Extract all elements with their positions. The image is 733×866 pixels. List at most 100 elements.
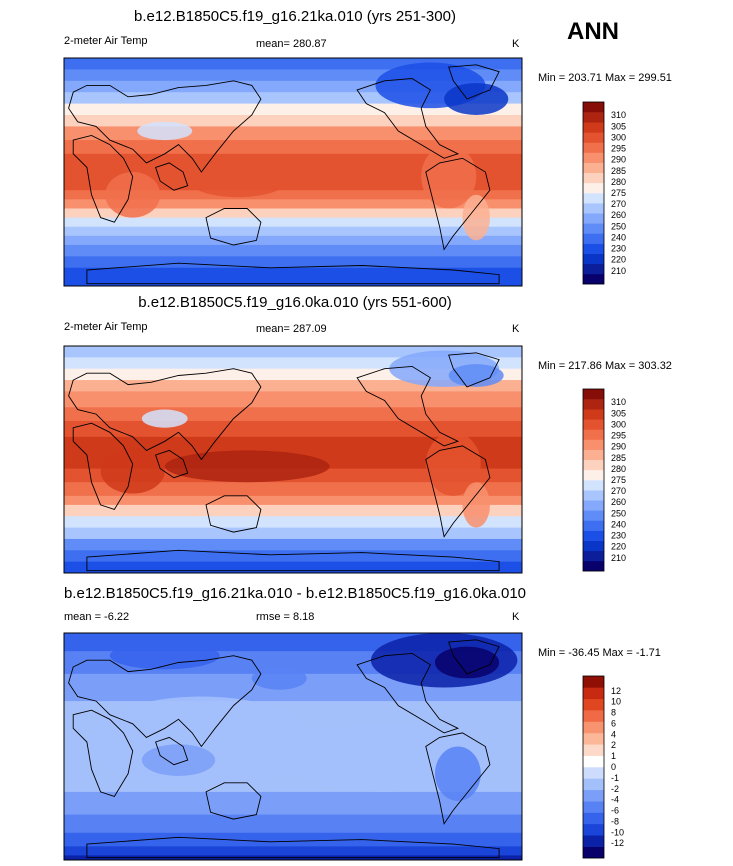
panel1-mean-label: mean= 280.87 xyxy=(256,38,327,50)
colorbar-swatch xyxy=(583,122,604,133)
panel1-variable-label: 2-meter Air Temp xyxy=(64,35,148,47)
colorbar-swatch xyxy=(583,755,604,768)
regional-anomaly xyxy=(86,696,316,788)
coastline xyxy=(425,157,491,251)
coastline xyxy=(356,652,460,734)
panel1-title: b.e12.B1850C5.f19_g16.21ka.010 (yrs 251-… xyxy=(134,8,456,25)
latitude-band xyxy=(64,527,522,540)
regional-anomaly xyxy=(100,448,165,494)
colorbar-swatch xyxy=(583,162,604,174)
colorbar-swatch xyxy=(583,778,604,791)
colorbar-swatch xyxy=(583,182,604,194)
latitude-band xyxy=(64,172,522,191)
colorbar-tick-label: 280 xyxy=(611,177,626,187)
map-field-1 xyxy=(64,58,522,286)
regional-anomaly xyxy=(421,144,477,209)
coastline xyxy=(356,78,460,159)
latitude-band xyxy=(64,407,522,422)
colorbar-swatch xyxy=(583,142,604,153)
coastline xyxy=(448,639,500,675)
colorbar-swatch xyxy=(583,243,604,254)
colorbar-swatch xyxy=(583,233,604,244)
latitude-band xyxy=(64,103,522,116)
colorbar-swatch xyxy=(583,530,604,541)
colorbar-tick-label: -1 xyxy=(611,773,619,783)
colorbar-swatch xyxy=(583,687,604,700)
colorbar-swatch xyxy=(583,203,604,214)
map-frame xyxy=(63,57,523,287)
colorbar-tick-label: -6 xyxy=(611,806,619,816)
regional-anomaly xyxy=(192,169,284,198)
latitude-band xyxy=(64,115,522,127)
colorbar-tick-label: 300 xyxy=(611,419,626,429)
latitude-band xyxy=(64,208,522,219)
latitude-band xyxy=(64,80,522,93)
colorbar-swatch xyxy=(583,172,604,184)
colorbar-swatch xyxy=(583,835,604,847)
colorbar-swatch xyxy=(583,409,604,420)
colorbar-swatch xyxy=(583,500,604,511)
coastline xyxy=(155,162,189,191)
colorbar-frame xyxy=(582,101,605,285)
regional-anomaly xyxy=(164,450,330,483)
latitude-band xyxy=(64,550,522,563)
latitude-band xyxy=(64,190,522,200)
latitude-band xyxy=(64,92,522,105)
colorbar-swatch xyxy=(583,152,604,163)
latitude-band xyxy=(64,153,522,173)
latitude-band xyxy=(64,791,522,816)
colorbar-tick-label: 260 xyxy=(611,497,626,507)
regional-anomaly xyxy=(444,83,509,115)
colorbar-swatch xyxy=(583,213,604,224)
colorbar-2: 2102202302402502602702752802852902953003… xyxy=(582,388,626,572)
colorbar-tick-label: 270 xyxy=(611,486,626,496)
latitude-band xyxy=(64,846,522,856)
colorbar-swatch xyxy=(583,520,604,531)
panel3-rmse-label: rmse = 8.18 xyxy=(256,611,315,623)
panel2-units-label: K xyxy=(512,323,520,335)
colorbar-1: 2102202302402502602702752802852902953003… xyxy=(582,101,626,285)
latitude-band xyxy=(64,199,522,209)
latitude-band xyxy=(64,482,522,497)
panel2-variable-label: 2-meter Air Temp xyxy=(64,321,148,333)
colorbar-tick-label: 270 xyxy=(611,199,626,209)
colorbar-tick-label: 305 xyxy=(611,408,626,418)
colorbar-swatch xyxy=(583,389,604,400)
latitude-band xyxy=(64,226,522,237)
coastline xyxy=(205,495,262,533)
colorbar-tick-label: 290 xyxy=(611,155,626,165)
colorbar-tick-label: 275 xyxy=(611,188,626,198)
panel3-minmax: Min = -36.45 Max = -1.71 xyxy=(538,647,661,659)
latitude-band xyxy=(64,368,522,381)
colorbar-tick-label: 12 xyxy=(611,686,621,696)
latitude-band xyxy=(64,538,522,551)
colorbar-tick-label: 210 xyxy=(611,266,626,276)
latitude-band xyxy=(64,380,522,392)
colorbar-frame xyxy=(582,388,605,572)
colorbar-tick-label: 260 xyxy=(611,210,626,220)
colorbar-swatch xyxy=(583,469,604,481)
colorbar-tick-label: -10 xyxy=(611,827,624,837)
colorbar-tick-label: 250 xyxy=(611,508,626,518)
colorbar-swatch xyxy=(583,823,604,836)
latitude-band xyxy=(64,235,522,246)
colorbar-tick-label: 275 xyxy=(611,475,626,485)
coastline xyxy=(448,64,500,100)
colorbar-swatch xyxy=(583,419,604,430)
map-panel-2 xyxy=(63,345,523,574)
colorbar-tick-label: -8 xyxy=(611,816,619,826)
colorbar-tick-label: 290 xyxy=(611,442,626,452)
map-field-2 xyxy=(64,346,522,573)
colorbar-swatch xyxy=(583,767,604,779)
latitude-band xyxy=(64,516,522,529)
colorbar-tick-label: 285 xyxy=(611,166,626,176)
colorbar-swatch xyxy=(583,253,604,265)
panel2-title: b.e12.B1850C5.f19_g16.0ka.010 (yrs 551-6… xyxy=(138,294,452,311)
latitude-band xyxy=(64,69,522,82)
latitude-band xyxy=(64,436,522,451)
regional-anomaly xyxy=(462,194,490,241)
latitude-band xyxy=(64,561,522,573)
coastline xyxy=(72,422,134,510)
latitude-band xyxy=(64,126,522,141)
